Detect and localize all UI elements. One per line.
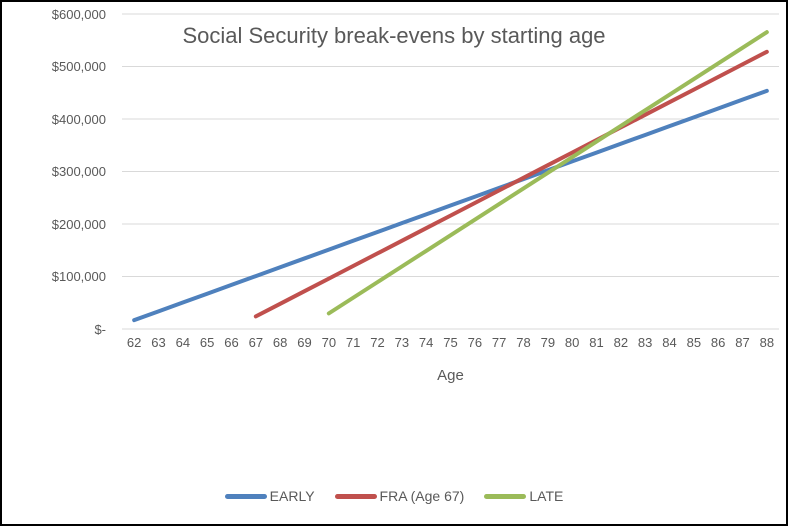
y-tick-label: $500,000 xyxy=(51,59,106,74)
x-tick-label: 85 xyxy=(686,335,702,350)
x-tick-label: 86 xyxy=(710,335,726,350)
series-line-fra-age-67 xyxy=(253,49,769,319)
legend-label: EARLY xyxy=(269,488,315,504)
y-tick-label: $100,000 xyxy=(51,269,106,284)
legend-label: FRA (Age 67) xyxy=(379,488,465,504)
y-tick-label: $200,000 xyxy=(51,216,106,232)
x-tick-label: 67 xyxy=(248,335,264,350)
x-tick-label: 76 xyxy=(467,335,483,350)
series-line-early xyxy=(132,88,769,323)
legend-item-early: EARLY xyxy=(224,488,315,505)
legend: EARLY FRA (Age 67) LATE xyxy=(2,488,786,505)
legend-line-swatch xyxy=(224,494,267,499)
x-tick-label: 70 xyxy=(321,335,337,350)
series-line-late xyxy=(326,30,769,316)
x-tick-label: 78 xyxy=(516,335,531,350)
x-tick-label: 63 xyxy=(151,335,166,350)
x-tick-label: 87 xyxy=(735,335,750,350)
x-tick-label: 77 xyxy=(491,335,507,350)
x-tick-label: 79 xyxy=(540,335,556,350)
legend-line-swatch xyxy=(334,494,377,499)
x-axis-title: Age xyxy=(437,367,464,384)
y-tick-label: $600,000 xyxy=(51,6,106,22)
legend-item-fra-age-67: FRA (Age 67) xyxy=(334,488,465,505)
chart-title: Social Security break-evens by starting … xyxy=(182,23,606,48)
x-tick-label: 64 xyxy=(175,335,191,350)
x-tick-label: 81 xyxy=(589,335,604,350)
x-tick-label: 62 xyxy=(126,335,142,350)
legend-line-swatch xyxy=(484,494,527,499)
y-tick-label: $300,000 xyxy=(51,164,106,179)
x-tick-label: 69 xyxy=(297,335,312,350)
y-tick-label: $- xyxy=(94,321,106,337)
x-tick-label: 84 xyxy=(662,335,677,350)
x-tick-label: 74 xyxy=(418,335,434,350)
x-tick-label: 65 xyxy=(199,335,215,350)
x-tick-label: 68 xyxy=(272,335,288,350)
x-tick-label: 75 xyxy=(443,335,458,350)
x-tick-label: 80 xyxy=(564,335,580,350)
legend-item-late: LATE xyxy=(484,488,563,505)
legend-label: LATE xyxy=(529,488,564,504)
y-tick-label: $400,000 xyxy=(51,111,106,127)
x-tick-label: 83 xyxy=(637,335,653,350)
x-tick-label: 71 xyxy=(345,335,361,350)
x-tick-label: 66 xyxy=(224,335,239,350)
x-tick-label: 82 xyxy=(613,335,629,350)
x-tick-label: 73 xyxy=(394,335,410,350)
x-tick-label: 72 xyxy=(370,335,385,350)
x-tick-label: 88 xyxy=(759,335,775,350)
